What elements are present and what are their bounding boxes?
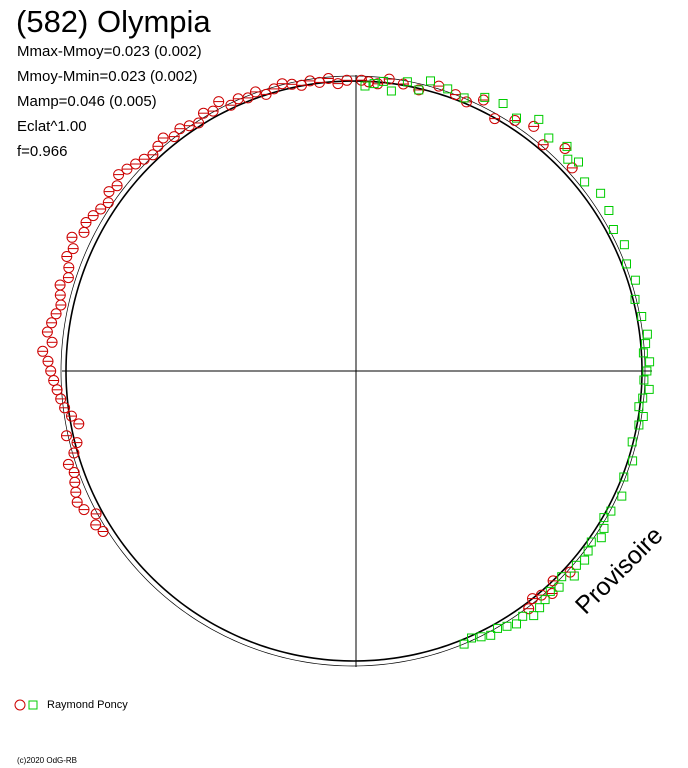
series-2-points bbox=[360, 76, 655, 649]
legend-markers bbox=[14, 699, 38, 711]
data-point-square bbox=[493, 623, 502, 633]
model-curve bbox=[65, 80, 643, 662]
data-point-square bbox=[617, 491, 627, 501]
data-point-square bbox=[540, 595, 550, 605]
data-point-square bbox=[574, 157, 583, 167]
data-point-square bbox=[529, 611, 539, 621]
data-point-square bbox=[634, 420, 644, 430]
data-point-square bbox=[628, 456, 638, 466]
data-point-square bbox=[619, 472, 629, 482]
data-point-square bbox=[378, 76, 388, 86]
data-point-square bbox=[637, 312, 647, 321]
data-point-square bbox=[586, 537, 596, 547]
data-point-square bbox=[619, 240, 629, 250]
data-point-square bbox=[571, 560, 581, 570]
data-point-square bbox=[596, 533, 606, 543]
data-point-square bbox=[622, 259, 631, 269]
data-point-square bbox=[641, 339, 651, 349]
data-point-square bbox=[486, 630, 496, 640]
data-point-square bbox=[606, 506, 616, 516]
data-point-square bbox=[604, 206, 614, 215]
data-point-square bbox=[459, 93, 469, 103]
legend-label: Raymond Poncy bbox=[47, 699, 128, 711]
data-point-square bbox=[557, 572, 567, 582]
data-point-square bbox=[630, 275, 640, 285]
data-point-square bbox=[459, 639, 469, 649]
data-point-square bbox=[502, 621, 512, 631]
data-point-square bbox=[544, 133, 554, 143]
data-point-square bbox=[512, 619, 521, 629]
stats-block: Mmax-Mmoy=0.023 (0.002) Mmoy-Mmin=0.023 … bbox=[17, 43, 202, 168]
data-point-square bbox=[634, 402, 644, 412]
data-point-square bbox=[580, 177, 590, 187]
data-point-square bbox=[638, 393, 648, 403]
data-point-square bbox=[638, 348, 648, 358]
data-point-square bbox=[583, 546, 593, 556]
data-point-square bbox=[644, 384, 654, 394]
data-point-square bbox=[402, 77, 412, 87]
data-point-square bbox=[554, 582, 564, 592]
legend: Raymond Poncy bbox=[14, 698, 128, 712]
data-point-square bbox=[480, 92, 490, 102]
data-point-square bbox=[645, 357, 655, 367]
data-point-square bbox=[627, 437, 637, 447]
stat-f: f=0.966 bbox=[17, 143, 68, 160]
data-point-square bbox=[369, 79, 379, 89]
data-point-square bbox=[535, 603, 545, 613]
data-point-square bbox=[580, 555, 590, 565]
data-point-square bbox=[569, 571, 579, 581]
data-point-square bbox=[498, 99, 508, 108]
stat-mmoy-mmin: Mmoy-Mmin=0.023 (0.002) bbox=[17, 68, 198, 85]
legend-square-marker bbox=[28, 700, 38, 710]
data-point-square bbox=[562, 141, 572, 151]
data-point-square bbox=[630, 294, 640, 304]
data-point-square bbox=[638, 412, 648, 421]
data-point-square bbox=[534, 114, 544, 124]
data-point-square bbox=[426, 76, 435, 86]
copyright: (c)2020 OdG-RB bbox=[17, 756, 78, 765]
data-point-square bbox=[596, 188, 606, 198]
data-point-square bbox=[360, 81, 370, 91]
legend-circle-marker bbox=[14, 699, 26, 711]
data-point-square bbox=[599, 523, 609, 533]
data-point-square bbox=[545, 586, 555, 596]
data-point-square bbox=[639, 375, 649, 385]
chart-title: (582) Olympia bbox=[16, 4, 211, 39]
data-point-square bbox=[563, 154, 573, 164]
data-point-square bbox=[512, 113, 521, 123]
series-1-points bbox=[37, 73, 578, 615]
data-point-square bbox=[608, 225, 618, 234]
data-point-square bbox=[414, 85, 424, 95]
data-point-square bbox=[467, 633, 476, 643]
stat-eclat: Eclat^1.00 bbox=[17, 118, 87, 135]
stat-mamp: Mamp=0.046 (0.005) bbox=[17, 93, 157, 110]
data-point-square bbox=[476, 632, 486, 642]
data-point-square bbox=[599, 513, 609, 523]
data-point-square bbox=[642, 329, 652, 339]
model-curve-outer bbox=[60, 75, 646, 667]
data-point-square bbox=[642, 366, 652, 376]
stat-mmax-mmoy: Mmax-Mmoy=0.023 (0.002) bbox=[17, 43, 202, 60]
data-point-square bbox=[443, 84, 453, 94]
data-point-square bbox=[518, 611, 528, 621]
data-point-square bbox=[386, 86, 396, 96]
